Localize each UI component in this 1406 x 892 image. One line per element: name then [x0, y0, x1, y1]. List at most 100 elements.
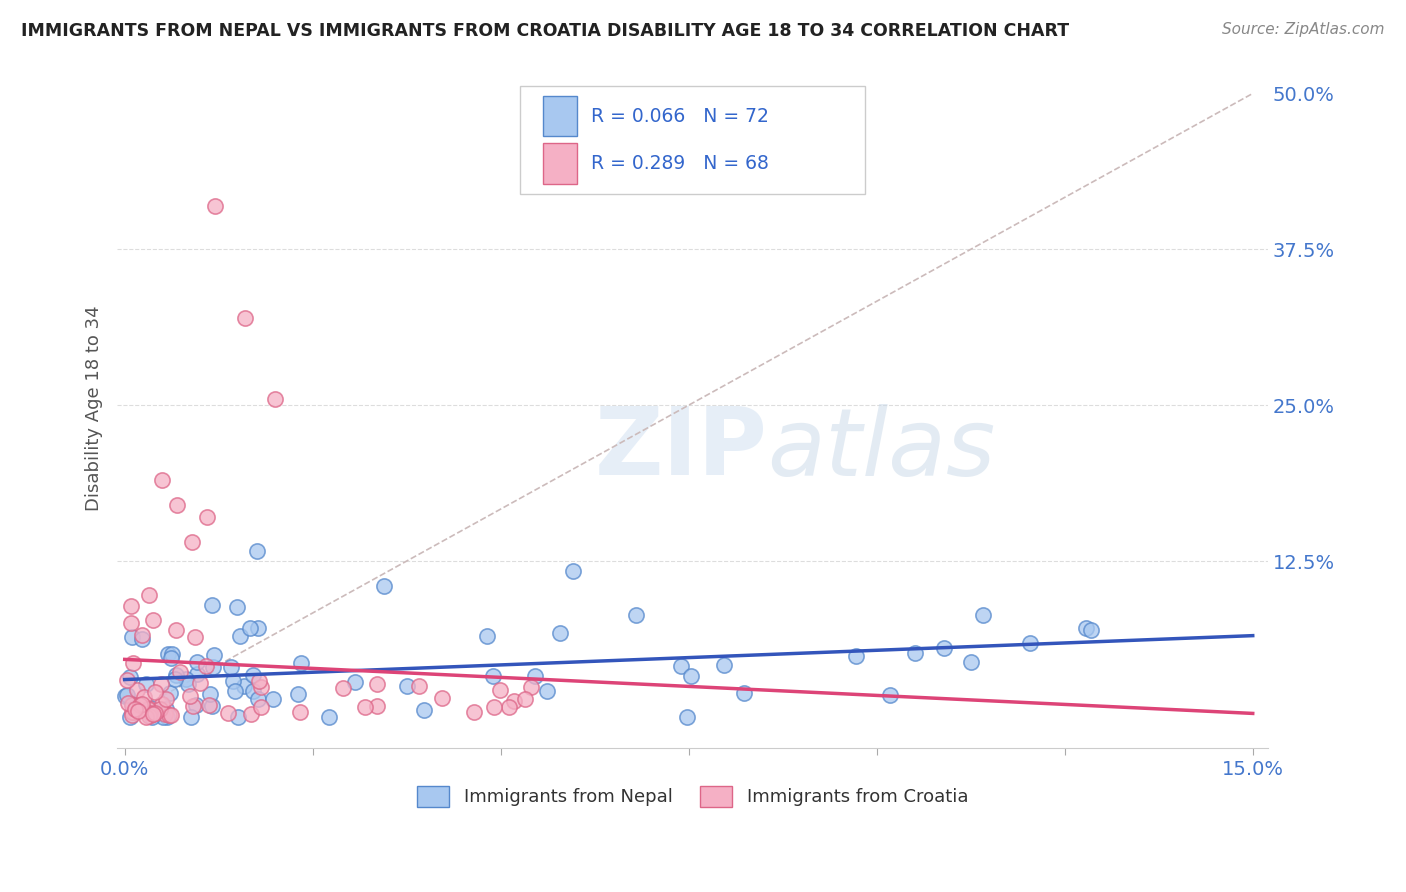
Point [142, 613, 165, 627]
Point [120, 710, 142, 724]
Point [733, 686, 755, 700]
Point [131, 628, 153, 642]
Point [198, 698, 221, 713]
Point [138, 700, 160, 714]
Text: ZIP: ZIP [595, 403, 768, 495]
Point [845, 648, 868, 663]
Point [204, 199, 226, 213]
Point [131, 632, 153, 646]
Point [226, 710, 249, 724]
Point [159, 686, 181, 700]
Point [124, 702, 146, 716]
Point [142, 707, 165, 722]
Point [162, 648, 184, 662]
Point [180, 710, 202, 724]
Point [138, 708, 160, 723]
Point [117, 688, 139, 702]
Point [120, 599, 142, 613]
Point [524, 669, 547, 683]
Text: Source: ZipAtlas.com: Source: ZipAtlas.com [1222, 22, 1385, 37]
Point [246, 544, 269, 558]
Point [250, 680, 273, 694]
Point [121, 631, 143, 645]
Point [624, 607, 647, 622]
Point [157, 708, 180, 723]
Point [264, 392, 287, 406]
Point [201, 598, 224, 612]
Point [181, 535, 204, 549]
Point [197, 510, 219, 524]
Point [155, 691, 177, 706]
Point [121, 698, 143, 712]
Point [134, 690, 156, 704]
Point [155, 702, 177, 716]
Point [463, 705, 485, 719]
Point [247, 621, 270, 635]
Point [1080, 623, 1102, 637]
Point [225, 599, 247, 614]
Point [488, 683, 510, 698]
Point [262, 692, 284, 706]
Point [184, 631, 207, 645]
Point [520, 680, 543, 694]
Point [536, 684, 558, 698]
Point [141, 710, 163, 724]
Point [141, 700, 163, 714]
Point [482, 700, 505, 714]
Point [482, 669, 505, 683]
Point [201, 699, 224, 714]
Point [142, 706, 165, 721]
Point [179, 690, 201, 704]
Point [202, 660, 225, 674]
Point [156, 710, 179, 724]
Point [117, 696, 139, 710]
FancyBboxPatch shape [520, 86, 865, 194]
Point [318, 710, 340, 724]
Point [550, 625, 572, 640]
Point [127, 704, 149, 718]
Point [250, 699, 273, 714]
Point [217, 706, 239, 720]
Point [169, 665, 191, 680]
Point [430, 691, 453, 706]
Point [165, 624, 187, 638]
Point [186, 666, 208, 681]
Point [138, 588, 160, 602]
Point [131, 697, 153, 711]
Point [202, 648, 225, 662]
Point [166, 498, 188, 512]
Point [239, 621, 262, 635]
Point [242, 668, 264, 682]
Point [233, 310, 256, 325]
Point [879, 688, 901, 702]
Point [287, 687, 309, 701]
Point [224, 684, 246, 698]
Point [152, 709, 174, 723]
Point [713, 658, 735, 673]
Text: IMMIGRANTS FROM NEPAL VS IMMIGRANTS FROM CROATIA DISABILITY AGE 18 TO 34 CORRELA: IMMIGRANTS FROM NEPAL VS IMMIGRANTS FROM… [21, 22, 1069, 40]
Point [114, 689, 136, 703]
Point [195, 659, 218, 673]
Point [139, 706, 162, 720]
Text: R = 0.066   N = 72: R = 0.066 N = 72 [592, 106, 769, 126]
Point [120, 670, 142, 684]
Point [904, 646, 927, 660]
Text: atlas: atlas [768, 403, 995, 494]
Point [1074, 621, 1097, 635]
Point [972, 607, 994, 622]
Point [136, 702, 159, 716]
Point [221, 659, 243, 673]
Point [498, 699, 520, 714]
Point [513, 691, 536, 706]
Point [247, 674, 270, 689]
Point [177, 677, 200, 691]
Point [160, 651, 183, 665]
Point [181, 698, 204, 713]
Point [143, 685, 166, 699]
Point [228, 629, 250, 643]
Point [121, 698, 143, 712]
Point [186, 655, 208, 669]
Point [117, 673, 139, 688]
Point [681, 669, 703, 683]
Bar [543, 95, 578, 136]
